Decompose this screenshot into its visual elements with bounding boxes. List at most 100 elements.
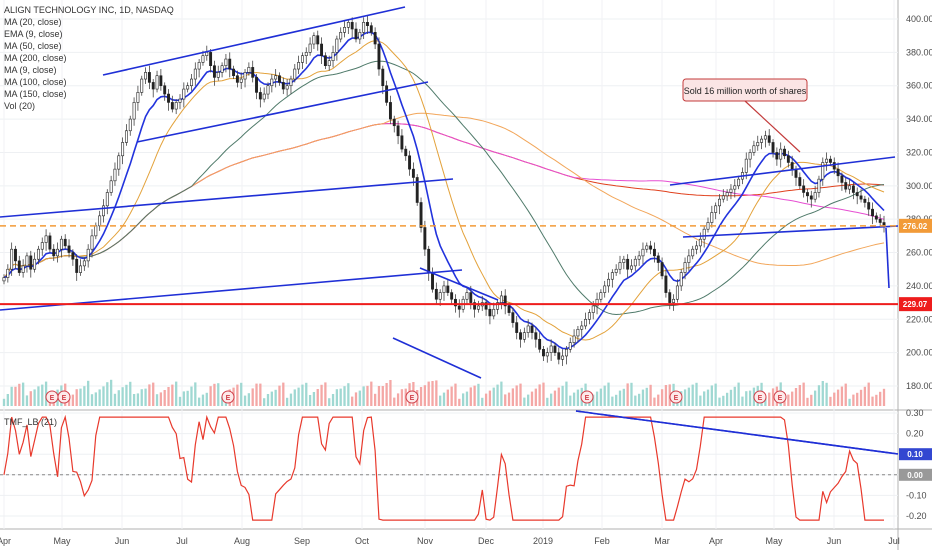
- moving-averages: [3, 31, 885, 350]
- volume-bar: [791, 391, 794, 406]
- legend: ALIGN TECHNOLOGY INC, 1D, NASDAQ MA (20,…: [4, 5, 174, 427]
- legend-entry: MA (9, close): [4, 65, 57, 75]
- candle-body: [228, 58, 232, 70]
- earnings-marker: [221, 390, 235, 404]
- volume-bar: [335, 389, 339, 406]
- volume-bar: [817, 385, 821, 406]
- candle-body: [534, 332, 538, 340]
- candle-body: [71, 252, 75, 260]
- time-tick-label: May: [765, 536, 783, 546]
- candle-body: [52, 248, 56, 257]
- candle-body: [197, 62, 201, 70]
- candle-body: [848, 185, 852, 190]
- volume-bar: [213, 383, 216, 406]
- volume-bar: [741, 396, 744, 406]
- candle-body: [725, 192, 729, 197]
- candle-body: [802, 185, 806, 193]
- volume-bar: [351, 396, 354, 406]
- time-tick-label: Jun: [115, 536, 130, 546]
- candle-body: [251, 67, 255, 78]
- volume-bar: [553, 390, 557, 406]
- candle-body: [515, 322, 519, 333]
- volume-bar: [293, 389, 296, 406]
- volume-bar: [343, 386, 346, 406]
- volume-bar: [439, 395, 442, 406]
- candle-body: [6, 268, 10, 278]
- volume-bar: [527, 394, 530, 406]
- volume-bar: [117, 390, 120, 406]
- volume-bar: [798, 385, 801, 406]
- volume-bar: [549, 393, 553, 406]
- earnings-marker-label: E: [410, 395, 415, 402]
- legend-entry: MA (100, close): [4, 77, 67, 87]
- earnings-marker-label: E: [585, 395, 590, 402]
- volume-bar: [132, 394, 136, 406]
- candle-body: [212, 65, 216, 78]
- volume-bar: [664, 385, 668, 406]
- candle-body: [806, 192, 809, 197]
- volume-bar: [615, 394, 618, 406]
- volume-bar: [385, 383, 388, 406]
- candle-body: [304, 52, 308, 56]
- candle-body: [469, 292, 473, 303]
- time-axis: Apr May Jun Jul Aug Sep Oct Nov Dec 2019 Feb Mar Apr…: [0, 536, 900, 546]
- annotation-text: Sold 16 million worth of shares: [684, 86, 807, 96]
- volume-bar: [25, 395, 29, 406]
- trend-line: [0, 178, 454, 218]
- candle-body: [300, 55, 304, 63]
- volume-bar: [263, 398, 266, 406]
- candle-body: [798, 177, 802, 187]
- volume-bar: [339, 388, 342, 406]
- volume-bar: [649, 384, 652, 406]
- volume-bar: [810, 394, 813, 406]
- volume-bar: [331, 394, 335, 406]
- candle-body: [431, 272, 434, 290]
- candle-body: [258, 92, 262, 100]
- candle-body: [151, 82, 155, 90]
- time-tick-label: May: [53, 536, 71, 546]
- candle-body: [871, 208, 874, 217]
- candle-body: [660, 262, 664, 277]
- candle-body: [675, 285, 679, 300]
- candle-body: [733, 185, 737, 190]
- candle-body: [568, 342, 572, 350]
- volume-bar: [519, 383, 522, 406]
- volume-bar: [140, 389, 143, 406]
- earnings-marker-label: E: [674, 395, 679, 402]
- candle-body: [580, 325, 584, 330]
- candle-body: [503, 295, 507, 307]
- candle-body: [224, 58, 228, 67]
- candle-body: [679, 272, 683, 287]
- indicator-badge-text: 0.00: [907, 471, 923, 480]
- candle-body: [476, 305, 480, 310]
- candle-body: [366, 22, 369, 26]
- volume-bar: [377, 386, 381, 406]
- volume-bar: [458, 398, 461, 406]
- volume-bar: [771, 388, 775, 406]
- candle-body: [285, 85, 289, 90]
- volume-bar: [806, 397, 809, 406]
- volume-bar: [706, 389, 710, 406]
- volume-bar: [603, 385, 606, 406]
- volume-bar: [729, 389, 733, 406]
- candle-body: [610, 272, 614, 280]
- candle-body: [10, 248, 14, 270]
- candle-body: [174, 102, 178, 110]
- volume-bar: [863, 386, 867, 406]
- price-tick-label: 360.00: [906, 81, 932, 91]
- volume-bar: [630, 382, 633, 406]
- volume-bar: [178, 396, 182, 406]
- time-tick-label: Mar: [654, 536, 670, 546]
- trend-drawings: [0, 6, 899, 455]
- candle-body: [794, 168, 798, 178]
- volume-bar: [266, 394, 270, 406]
- candle-body: [243, 72, 247, 80]
- time-tick-label: Nov: [417, 536, 434, 546]
- candle-body: [209, 52, 213, 67]
- volume-bar: [691, 384, 694, 406]
- volume-bar: [186, 390, 189, 406]
- candle-body: [159, 75, 163, 87]
- volume-bar: [389, 380, 392, 406]
- candle-body: [289, 78, 293, 87]
